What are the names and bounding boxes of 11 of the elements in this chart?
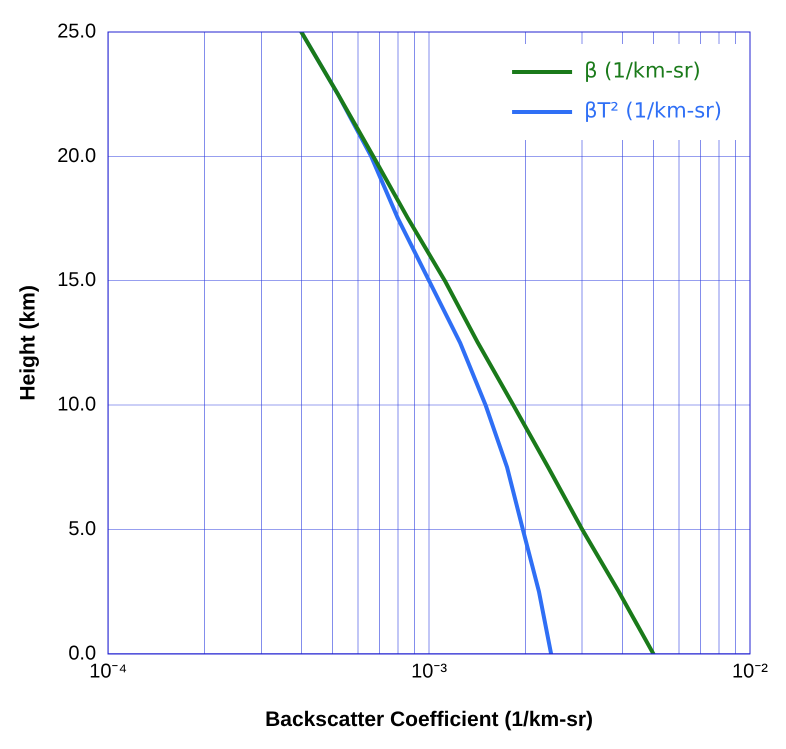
legend-label: βT² (1/km-sr) (584, 98, 722, 122)
y-tick-label: 15.0 (57, 269, 96, 292)
x-tick-label: 10⁻² (732, 660, 768, 682)
y-axis-title: Height (km) (16, 285, 40, 401)
y-tick-label: 20.0 (57, 144, 96, 167)
y-tick-label: 25.0 (57, 20, 96, 43)
x-axis-title: Backscatter Coefficient (1/km-sr) (265, 708, 594, 732)
y-tick-label: 5.0 (68, 518, 96, 540)
x-tick-label: 10⁻³ (411, 660, 448, 682)
y-tick-label: 10.0 (57, 394, 96, 416)
legend-label: β (1/km-sr) (584, 58, 701, 82)
